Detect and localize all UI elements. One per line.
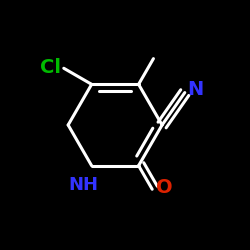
Text: N: N bbox=[188, 80, 204, 99]
Text: O: O bbox=[156, 178, 172, 198]
Text: NH: NH bbox=[68, 176, 98, 194]
Text: Cl: Cl bbox=[40, 58, 61, 76]
